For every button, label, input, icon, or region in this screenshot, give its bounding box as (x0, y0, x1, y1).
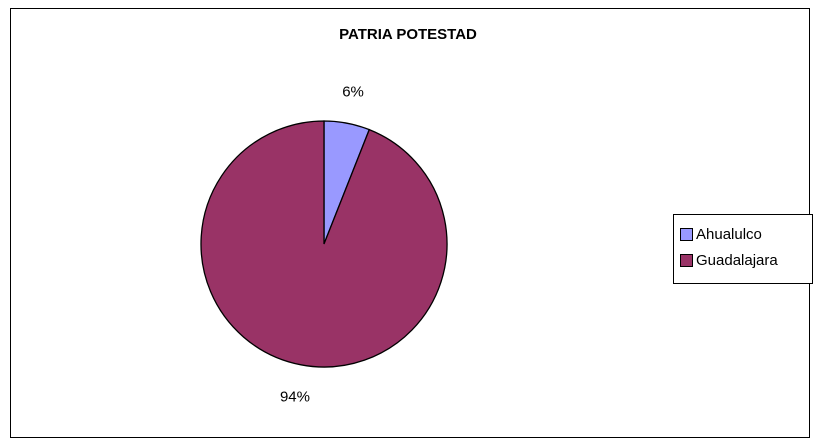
pie-chart: 6% 94% (200, 84, 448, 405)
legend-label-ahualulco: Ahualulco (696, 225, 762, 243)
pie-slice-guadalajara (200, 120, 448, 368)
legend-label-guadalajara: Guadalajara (696, 251, 778, 269)
data-label-ahualulco: 6% (342, 84, 364, 101)
legend-swatch-ahualulco (680, 227, 693, 241)
legend-item-guadalajara: Guadalajara (680, 247, 812, 273)
legend-item-ahualulco: Ahualulco (680, 221, 812, 247)
legend: Ahualulco Guadalajara (673, 214, 813, 284)
data-label-guadalajara: 94% (280, 388, 310, 405)
legend-swatch-guadalajara (680, 253, 693, 267)
chart-title: PATRIA POTESTAD (339, 26, 477, 43)
